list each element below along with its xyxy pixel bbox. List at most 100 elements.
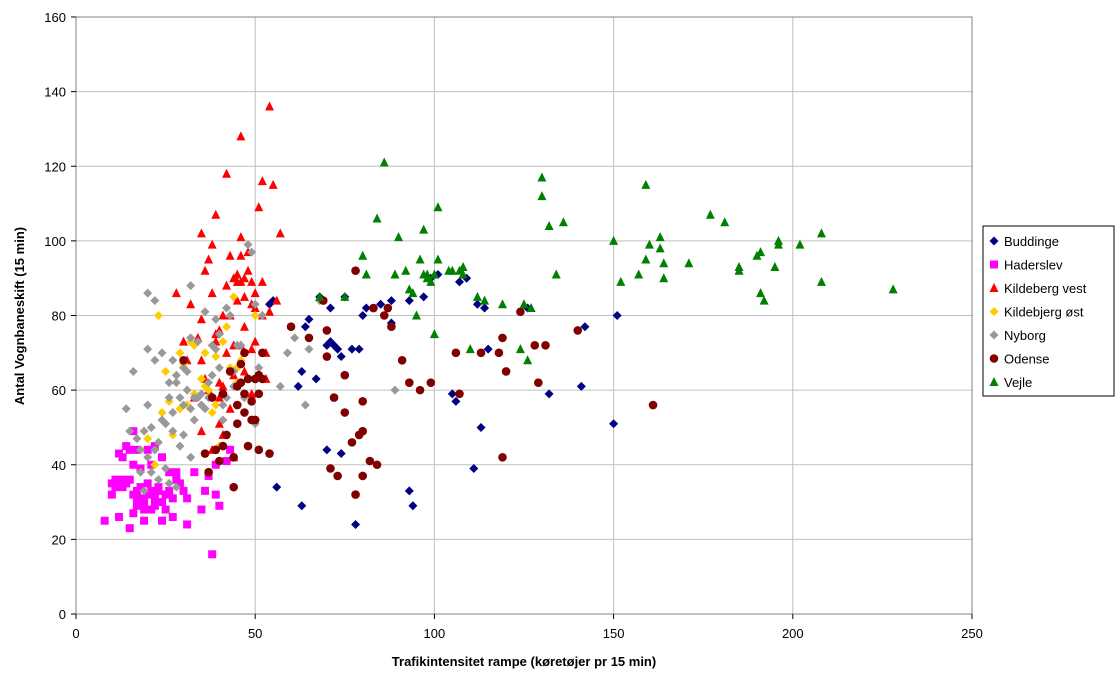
data-point (218, 337, 228, 347)
data-point (351, 490, 360, 499)
data-point (333, 344, 343, 354)
data-point (168, 512, 177, 521)
data-point (207, 288, 217, 298)
data-point (222, 168, 232, 178)
data-point (183, 520, 192, 529)
data-point (139, 486, 149, 496)
data-point (257, 176, 267, 186)
data-point (476, 348, 486, 358)
data-point (207, 239, 217, 249)
data-point (211, 445, 221, 455)
x-tick-label: 250 (961, 626, 983, 641)
data-point (204, 385, 214, 395)
data-point (472, 291, 482, 301)
data-point (236, 250, 246, 260)
data-point (200, 307, 210, 317)
data-point (111, 483, 120, 492)
data-point (358, 471, 368, 481)
data-point (218, 310, 228, 320)
data-point (300, 322, 310, 332)
data-point (239, 291, 249, 301)
data-point (429, 269, 439, 279)
data-point (465, 344, 475, 354)
data-point (795, 239, 805, 249)
data-point (214, 418, 224, 428)
data-point (322, 445, 332, 455)
data-point (415, 254, 425, 264)
data-point (325, 303, 335, 313)
data-point (480, 303, 490, 313)
data-point (361, 269, 371, 279)
data-point (207, 408, 217, 418)
data-point (372, 213, 382, 223)
data-point (146, 422, 156, 432)
data-point (115, 512, 124, 521)
data-point (200, 449, 210, 458)
data-point (143, 452, 153, 462)
data-point (358, 250, 368, 260)
data-point (225, 311, 235, 320)
data-point (147, 486, 156, 495)
data-point (397, 355, 407, 365)
data-point (179, 400, 189, 410)
data-point (140, 505, 149, 514)
data-point (286, 322, 296, 331)
data-point (254, 445, 264, 455)
data-point (200, 404, 210, 414)
data-point (659, 273, 669, 283)
data-point (426, 276, 436, 286)
data-point (218, 415, 228, 425)
data-point (214, 392, 224, 402)
data-point (200, 265, 210, 275)
legend-marker (989, 330, 999, 340)
legend-marker (989, 283, 999, 292)
data-point (197, 505, 206, 514)
data-point (379, 157, 389, 167)
data-point (297, 501, 307, 511)
data-point (247, 388, 257, 398)
data-point (196, 314, 206, 324)
data-point (211, 209, 221, 219)
data-point (154, 486, 163, 495)
data-point (451, 348, 461, 358)
data-point (186, 452, 196, 462)
data-point (158, 516, 167, 525)
data-point (354, 344, 364, 354)
legend-marker (989, 236, 999, 246)
data-point (641, 179, 651, 189)
data-point (426, 378, 436, 387)
data-point (129, 460, 138, 469)
data-point (204, 254, 214, 264)
data-point (433, 202, 443, 212)
data-point (207, 370, 217, 380)
data-point (304, 333, 314, 343)
data-point (215, 456, 224, 466)
data-point (239, 366, 249, 376)
data-point (386, 296, 396, 306)
data-point (404, 296, 414, 306)
data-point (172, 468, 181, 477)
data-point (516, 307, 525, 317)
data-point (340, 408, 350, 417)
data-point (150, 494, 159, 503)
data-point (247, 344, 257, 354)
data-point (204, 378, 214, 388)
data-point (150, 296, 160, 306)
data-point (164, 393, 174, 403)
data-point (247, 276, 257, 286)
legend-marker (990, 260, 998, 269)
data-point (157, 408, 167, 418)
data-point (171, 378, 181, 388)
data-point (544, 389, 554, 399)
data-point (734, 261, 744, 271)
data-point (329, 393, 339, 402)
data-point (175, 441, 185, 451)
data-point (526, 303, 536, 313)
data-point (315, 291, 325, 301)
series-kildeberg-vest (171, 101, 285, 462)
data-point (340, 370, 350, 380)
data-point (161, 366, 171, 376)
data-point (136, 467, 146, 477)
data-point (239, 321, 249, 331)
data-point (229, 482, 238, 492)
